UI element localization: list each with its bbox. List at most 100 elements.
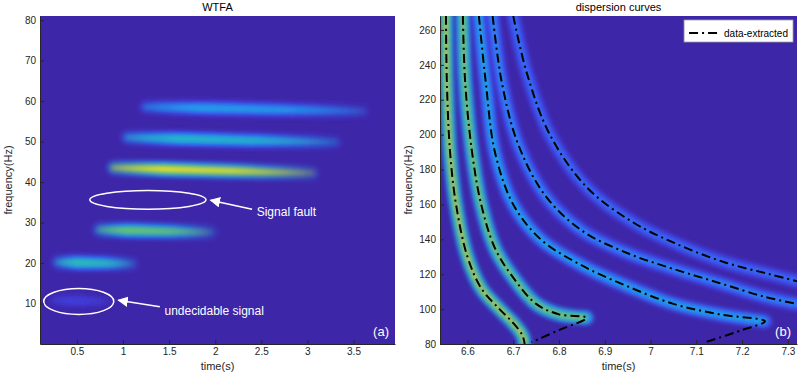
y-axis-tick-group: 40 xyxy=(25,177,44,188)
y-axis-tick-group: 200 xyxy=(419,129,444,140)
x-axis-tick-group: 2.5 xyxy=(255,340,269,357)
energy-ridge xyxy=(54,300,109,301)
y-axis-tick-group: 140 xyxy=(419,234,444,245)
annotation-text: undecidable signal xyxy=(164,304,263,318)
energy-ridge xyxy=(114,168,312,173)
energy-ridge xyxy=(146,107,363,111)
y-axis-tick-group: 80 xyxy=(425,339,444,350)
x-axis-tick xyxy=(169,340,170,344)
plot-area xyxy=(440,16,797,344)
x-axis-title: time(s) xyxy=(602,360,636,372)
energy-ridge xyxy=(128,137,335,142)
y-axis-tick-label: 260 xyxy=(419,25,436,36)
y-axis-tick xyxy=(40,142,44,143)
y-axis-tick-label: 40 xyxy=(25,177,37,188)
x-axis-tick xyxy=(605,340,606,344)
y-axis-tick-label: 30 xyxy=(25,217,37,228)
energy-ridge xyxy=(114,168,312,173)
x-axis-tick-group: 6.8 xyxy=(553,340,567,357)
y-axis-tick xyxy=(40,263,44,264)
y-axis-tick-label: 160 xyxy=(419,199,436,210)
y-axis-tick xyxy=(40,20,44,21)
chart-title: dispersion curves xyxy=(576,1,662,13)
x-axis-tick xyxy=(559,340,560,344)
figure: Signal faultundecidable signal(a)0.511.5… xyxy=(0,0,809,374)
chart-title: WTFA xyxy=(202,1,233,13)
energy-ridge xyxy=(128,137,335,142)
y-axis-tick-group: 30 xyxy=(25,217,44,228)
x-axis-tick-label: 2.5 xyxy=(255,346,269,357)
x-axis-tick-label: 7.2 xyxy=(736,346,750,357)
x-axis-tick xyxy=(215,340,216,344)
energy-ridge xyxy=(100,230,211,232)
energy-ridge xyxy=(58,262,132,264)
energy-ridge xyxy=(54,300,109,301)
energy-ridge xyxy=(128,137,335,142)
y-axis-tick xyxy=(440,344,444,345)
legend-swatch xyxy=(689,32,719,34)
x-axis-tick-label: 6.8 xyxy=(553,346,567,357)
x-axis-tick xyxy=(123,340,124,344)
x-axis-tick xyxy=(513,340,514,344)
annotation-arrow xyxy=(118,300,159,306)
x-axis-tick-group: 7.3 xyxy=(781,340,795,357)
x-axis-tick-label: 3.5 xyxy=(347,346,361,357)
y-axis-tick-label: 120 xyxy=(419,269,436,280)
y-axis-tick-group: 80 xyxy=(25,15,44,26)
annotation-ellipse xyxy=(44,289,114,315)
energy-ridge xyxy=(146,107,363,111)
x-axis-tick-group: 7.1 xyxy=(690,340,704,357)
energy-ridge xyxy=(54,300,109,301)
y-axis-tick xyxy=(440,65,444,66)
y-axis-tick xyxy=(440,274,444,275)
panel: Signal faultundecidable signal(a)0.511.5… xyxy=(2,1,396,372)
y-axis-tick xyxy=(440,135,444,136)
y-axis-tick-label: 80 xyxy=(25,15,37,26)
x-axis-tick xyxy=(307,340,308,344)
annotation-ellipse xyxy=(90,191,206,210)
y-axis: 80100120140160180200220240260 xyxy=(419,17,444,350)
x-axis-tick-group: 6.6 xyxy=(461,340,475,357)
energy-ridge xyxy=(100,230,211,232)
x-axis-tick-group: 6.9 xyxy=(598,340,612,357)
energy-ridge xyxy=(146,107,363,111)
y-axis-tick-label: 220 xyxy=(419,94,436,105)
y-axis-tick-group: 220 xyxy=(419,94,444,105)
y-axis-tick-group: 160 xyxy=(419,199,444,210)
y-axis-tick-group: 260 xyxy=(419,25,444,36)
y-axis-line xyxy=(40,17,41,345)
x-axis-tick-label: 2 xyxy=(213,346,219,357)
x-axis-tick-group: 1 xyxy=(121,340,127,357)
series-line xyxy=(446,16,797,344)
energy-ridge xyxy=(114,168,312,173)
x-axis-tick-label: 1.5 xyxy=(163,346,177,357)
x-axis-tick xyxy=(467,340,468,344)
energy-ridge xyxy=(513,16,797,281)
legend: data-extracted xyxy=(684,20,793,42)
x-axis-tick-group: 1.5 xyxy=(163,340,177,357)
x-axis-tick xyxy=(651,340,652,344)
y-axis-tick-group: 100 xyxy=(419,304,444,315)
y-axis-tick-group: 180 xyxy=(419,164,444,175)
y-axis-tick-group: 60 xyxy=(25,96,44,107)
annotation-text: Signal fault xyxy=(257,205,317,219)
y-axis-tick-label: 80 xyxy=(425,339,437,350)
x-axis-title: time(s) xyxy=(201,360,235,372)
x-axis-tick xyxy=(696,340,697,344)
y-axis-tick-label: 200 xyxy=(419,129,436,140)
energy-ridge xyxy=(54,300,109,301)
x-axis-tick-label: 6.6 xyxy=(461,346,475,357)
annotations: Signal fault undecidable signal xyxy=(44,191,317,318)
y-axis-tick-group: 10 xyxy=(25,298,44,309)
panel: (b)6.66.76.86.977.17.27.3801001201401601… xyxy=(402,1,798,372)
energy-ridge xyxy=(58,262,132,264)
x-axis-tick xyxy=(742,340,743,344)
y-axis-tick-label: 60 xyxy=(25,96,37,107)
y-axis-tick xyxy=(40,101,44,102)
energy-ridge xyxy=(100,230,211,232)
plot-area xyxy=(40,16,395,344)
y-axis-tick-group: 70 xyxy=(25,55,44,66)
x-axis-tick-label: 6.9 xyxy=(598,346,612,357)
x-axis-tick-group: 7.2 xyxy=(736,340,750,357)
panel-label: (b) xyxy=(775,324,791,339)
